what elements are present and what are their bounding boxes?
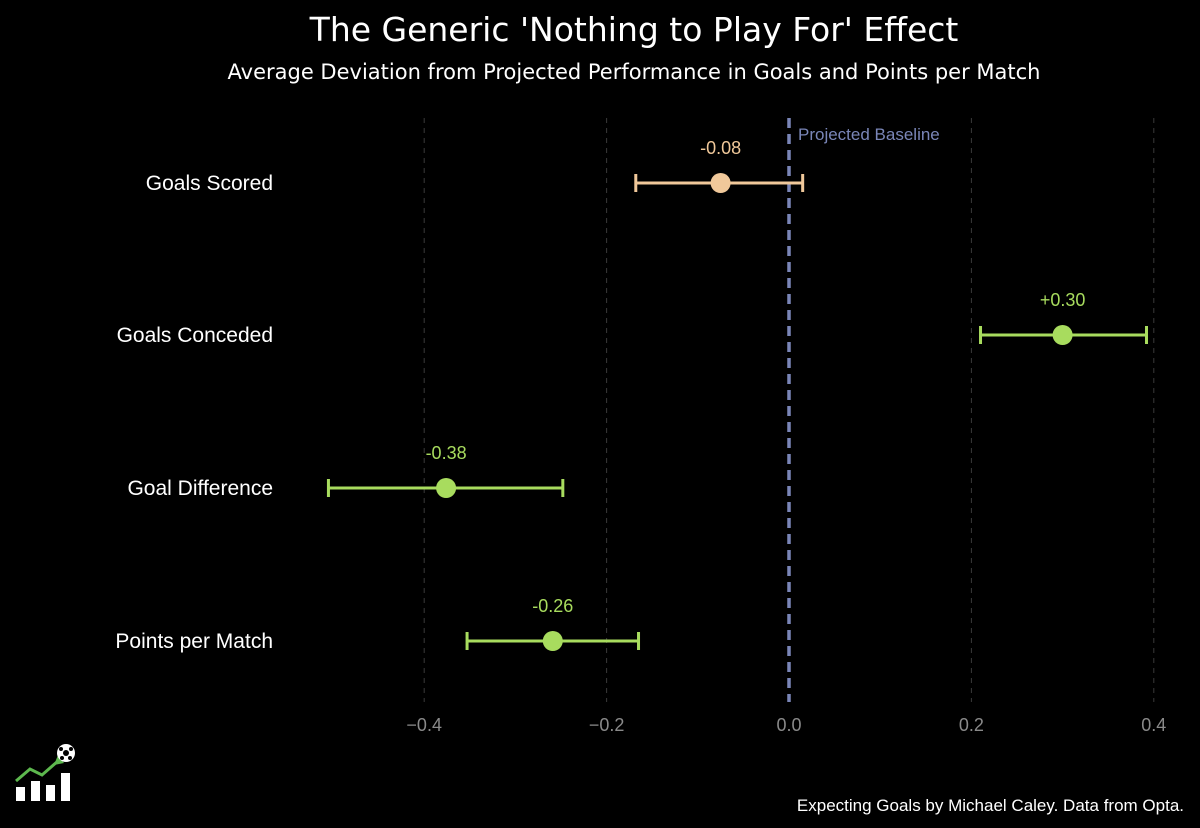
data-point — [1052, 325, 1073, 345]
data-marks: -0.08 +0.30 -0.38 -0.26 — [326, 138, 1149, 651]
reference-line-group: Projected Baseline — [787, 118, 940, 702]
data-point-group: -0.38 — [326, 443, 565, 498]
data-label: -0.08 — [700, 138, 741, 158]
data-label: +0.30 — [1040, 290, 1086, 310]
data-point-group: -0.08 — [634, 138, 805, 193]
logo-icon — [12, 743, 78, 810]
x-tick-label: 0.4 — [1141, 715, 1166, 735]
data-point — [542, 631, 563, 651]
x-tick-label: 0.0 — [776, 715, 801, 735]
data-point — [436, 478, 457, 498]
chart-title: The Generic 'Nothing to Play For' Effect — [309, 10, 959, 49]
category-label: Goal Difference — [127, 477, 273, 500]
grid-lines — [423, 118, 1155, 702]
chart-subtitle: Average Deviation from Projected Perform… — [227, 60, 1041, 84]
category-label: Points per Match — [115, 630, 273, 653]
data-label: -0.26 — [532, 596, 573, 616]
data-point — [710, 173, 731, 193]
data-point-group: +0.30 — [979, 290, 1149, 345]
y-axis-labels: Goals Scored Goals Conceded Goal Differenc… — [115, 172, 273, 653]
category-label: Goals Conceded — [117, 324, 273, 347]
x-tick-label: −0.2 — [589, 715, 625, 735]
x-tick-label: −0.4 — [406, 715, 442, 735]
x-tick-label: 0.2 — [959, 715, 984, 735]
footer-credit: Expecting Goals by Michael Caley. Data f… — [796, 796, 1184, 815]
x-axis-ticks: −0.4 −0.2 0.0 0.2 0.4 — [406, 715, 1166, 735]
data-label: -0.38 — [426, 443, 467, 463]
baseline-label: Projected Baseline — [798, 125, 940, 144]
category-label: Goals Scored — [146, 172, 273, 195]
data-point-group: -0.26 — [465, 596, 641, 651]
